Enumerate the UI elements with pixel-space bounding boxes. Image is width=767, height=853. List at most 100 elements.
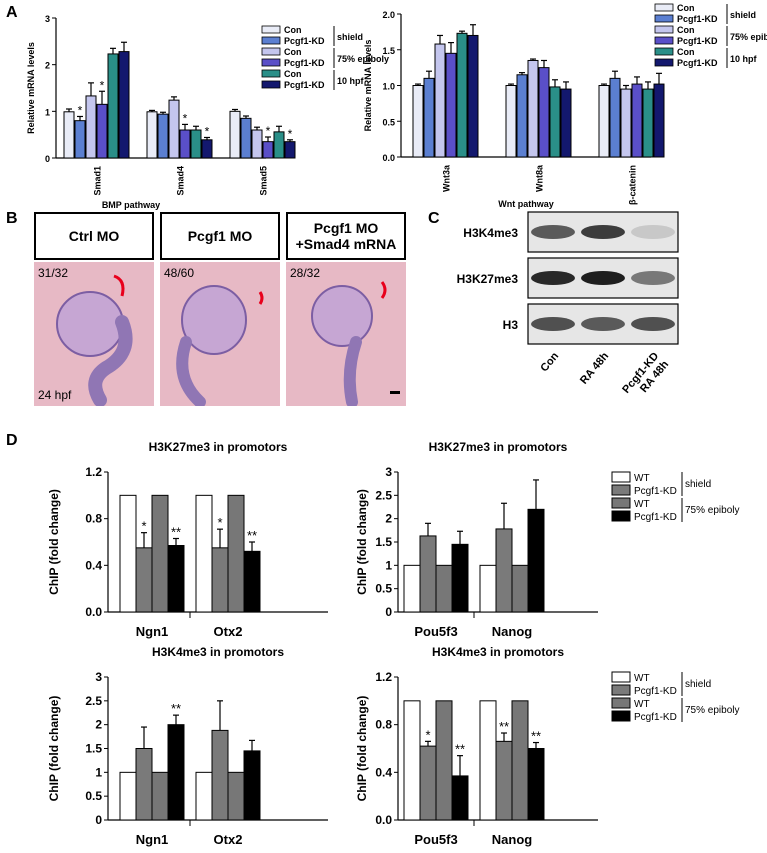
- bar: [511, 564, 529, 613]
- blot-band: [531, 225, 575, 239]
- y-axis-label: ChIP (fold change): [355, 696, 369, 802]
- y-tick-label: 2: [45, 61, 50, 71]
- significance-mark: *: [266, 124, 271, 138]
- chart-h3k4me3-ngn1-otx2: 0 0.5 1 1.5 2 2.5 3 ChIP (fold change) H3K4me3 i…: [47, 645, 328, 847]
- legend-label: WT: [634, 699, 650, 710]
- bar: [135, 547, 153, 613]
- legend-group-label: shield: [730, 10, 756, 20]
- legend-label: Con: [677, 25, 695, 35]
- bar: [445, 52, 457, 158]
- legend-swatch: [611, 471, 631, 483]
- significance-mark: *: [78, 103, 83, 117]
- legend-label: Con: [284, 47, 302, 57]
- category-label: Smad4: [176, 166, 186, 196]
- category-label: Pou5f3: [414, 624, 457, 639]
- bar: [435, 564, 453, 613]
- embryo-label-ctrl: Ctrl MO: [34, 212, 154, 260]
- bar: [211, 547, 229, 613]
- panel-letter-a: A: [6, 4, 18, 21]
- bar: [146, 111, 158, 159]
- legend-label: Con: [284, 25, 302, 35]
- y-tick-label: 0: [95, 813, 102, 827]
- embryo-stage: 24 hpf: [38, 388, 72, 402]
- bar: [620, 88, 632, 158]
- legend-label: WT: [634, 473, 650, 484]
- bar: [151, 494, 169, 613]
- significance-mark: *: [205, 124, 210, 138]
- legend-swatch: [261, 80, 281, 89]
- legend-group-label: 10 hpf: [337, 76, 365, 86]
- legend-group-label: shield: [685, 679, 711, 690]
- legend-swatch: [611, 684, 631, 696]
- bar: [642, 88, 654, 158]
- embryo-image-pcgf1: 48/60: [160, 262, 280, 406]
- category-label: Nanog: [492, 832, 533, 847]
- y-axis-label: ChIP (fold change): [47, 489, 61, 595]
- y-tick-label: 2.5: [375, 488, 392, 502]
- bar: [243, 550, 261, 613]
- blot-band: [631, 317, 675, 331]
- legend-label: Pcgf1-KD: [284, 80, 325, 90]
- legend-label: Pcgf1-KD: [634, 486, 677, 497]
- bar: [505, 85, 517, 158]
- legend-swatch: [261, 69, 281, 78]
- legend-group-label: 75% epiboly: [730, 32, 767, 42]
- y-tick-label: 3: [95, 670, 102, 684]
- bar: [118, 51, 130, 159]
- category-label: β-catenin: [628, 165, 638, 205]
- category-label: Smad1: [93, 166, 103, 196]
- bar: [479, 564, 497, 613]
- bar: [273, 131, 285, 159]
- legend-label: Pcgf1-KD: [677, 36, 718, 46]
- bar: [631, 83, 643, 158]
- legend-swatch: [654, 36, 674, 45]
- chart-title: H3K4me3 in promotors: [432, 645, 564, 659]
- bar: [495, 528, 513, 613]
- legend-label: WT: [634, 673, 650, 684]
- bar: [240, 117, 252, 159]
- chart-title: H3K4me3 in promotors: [152, 645, 284, 659]
- bar: [549, 86, 561, 158]
- y-tick-label: 0: [45, 154, 50, 164]
- bar: [190, 129, 202, 159]
- bar: [403, 564, 421, 613]
- bar: [598, 85, 610, 158]
- legend-swatch: [611, 671, 631, 683]
- legend-swatch: [611, 484, 631, 496]
- legend-label: Pcgf1-KD: [284, 58, 325, 68]
- category-label: Smad5: [259, 166, 269, 196]
- legend-swatch: [611, 497, 631, 509]
- bar: [107, 53, 119, 159]
- panel-letter-c: C: [428, 210, 440, 227]
- significance-mark: *: [217, 515, 222, 530]
- significance-mark: **: [171, 701, 181, 716]
- x-axis-label: Wnt pathway: [498, 199, 554, 209]
- bar: [609, 77, 621, 158]
- scale-bar: [390, 391, 400, 394]
- y-tick-label: 0.8: [85, 512, 102, 526]
- bar: [168, 99, 180, 159]
- bar: [653, 83, 665, 158]
- y-tick-label: 0.0: [85, 605, 102, 619]
- bar: [229, 110, 241, 159]
- category-label: Wnt8a: [535, 164, 545, 192]
- legend-label: Con: [284, 69, 302, 79]
- bar: [516, 74, 528, 158]
- bar: [435, 700, 453, 821]
- blot-band: [581, 271, 625, 285]
- significance-mark: *: [288, 127, 293, 141]
- legend-panel-a-left: ConPcgf1-KDConPcgf1-KDConPcgf1-KDshield7…: [261, 25, 389, 90]
- blot-band: [581, 225, 625, 239]
- panel-letter-d: D: [6, 432, 18, 449]
- significance-mark: *: [100, 78, 105, 92]
- bar: [495, 740, 513, 821]
- significance-mark: **: [499, 719, 509, 734]
- significance-mark: **: [531, 729, 541, 744]
- significance-mark: *: [141, 519, 146, 534]
- chart-wnt-pathway: 0.0 0.5 1.0 1.5 2.0 Relative mRNA levels Wnt3a…: [363, 10, 665, 209]
- y-tick-label: 1.2: [85, 465, 102, 479]
- significance-mark: *: [425, 727, 430, 742]
- legend-panel-d-bottom: WT Pcgf1-KD WT Pcgf1-KD shield 75% epiboly: [611, 671, 739, 723]
- category-label: Nanog: [492, 624, 533, 639]
- legend-swatch: [261, 36, 281, 45]
